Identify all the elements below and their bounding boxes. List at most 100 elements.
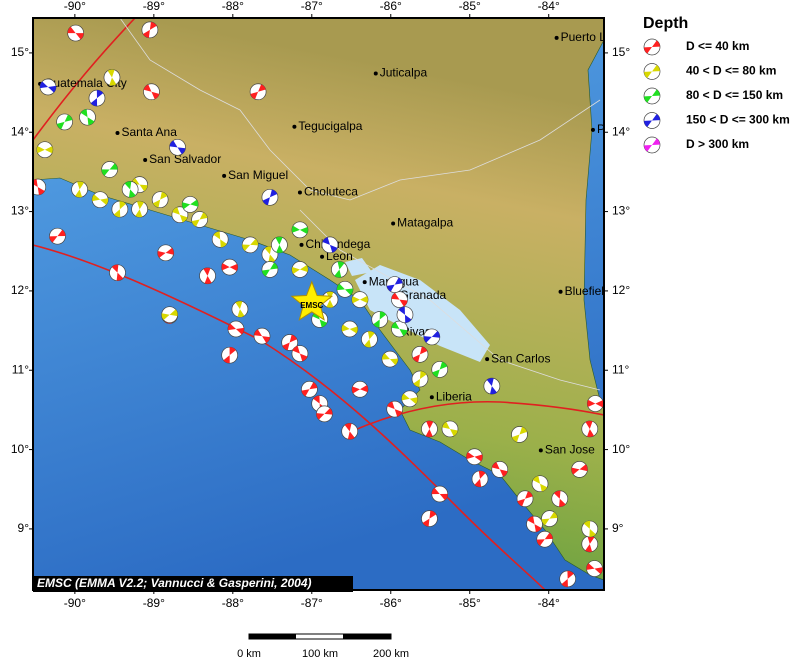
ball-quadrant xyxy=(291,225,308,234)
earthquake xyxy=(571,461,588,478)
lat-tick-label: 15° xyxy=(11,45,29,59)
lat-tick-label: 9° xyxy=(612,521,624,535)
earthquake xyxy=(103,69,121,86)
ball-quadrant xyxy=(92,194,109,205)
earthquake xyxy=(581,535,599,553)
credit-box xyxy=(33,576,353,592)
city-dot xyxy=(143,158,148,163)
lat-tick-label: 12° xyxy=(11,283,29,297)
earthquake xyxy=(231,300,249,318)
ball-quadrant xyxy=(431,487,448,501)
ball-quadrant xyxy=(586,563,603,574)
legend-label: 40 < D <= 80 km xyxy=(686,64,776,78)
ball-quadrant xyxy=(644,114,660,127)
ball-quadrant xyxy=(517,491,533,507)
legend-swatch xyxy=(643,38,661,56)
lon-tick-label: -85° xyxy=(459,0,481,13)
plate-boundary xyxy=(33,18,136,141)
city-dot xyxy=(297,190,302,195)
ball-quadrant xyxy=(423,331,440,343)
earthquake xyxy=(559,570,577,588)
earthquake xyxy=(111,200,129,218)
lon-tick-label: -90° xyxy=(64,0,86,13)
legend-label: 150 < D <= 300 km xyxy=(686,113,790,127)
earthquake xyxy=(321,236,339,254)
earthquake xyxy=(586,560,603,577)
earthquake xyxy=(91,191,109,209)
ball-quadrant xyxy=(587,399,604,408)
earthquake xyxy=(586,395,604,412)
lake-managua xyxy=(345,258,372,276)
earthquake xyxy=(71,181,88,198)
earthquake xyxy=(466,448,483,466)
earthquake xyxy=(291,221,309,239)
ball-quadrant xyxy=(527,516,542,533)
lat-tick-label: 14° xyxy=(612,124,630,138)
earthquake xyxy=(441,420,459,438)
ball-quadrant xyxy=(153,191,168,208)
ball-quadrant xyxy=(644,138,660,152)
earthquake xyxy=(511,426,528,443)
lon-tick-label: -87° xyxy=(301,0,323,13)
ball-quadrant xyxy=(80,109,95,126)
ball-quadrant xyxy=(364,331,375,348)
earthquake xyxy=(411,370,429,388)
earthquake xyxy=(541,510,558,527)
ball-quadrant xyxy=(386,277,403,292)
ball-quadrant xyxy=(442,421,458,437)
lon-tick-label: -85° xyxy=(459,596,481,610)
earthquake xyxy=(386,400,404,418)
earthquake xyxy=(121,181,139,198)
earthquake xyxy=(261,188,279,206)
earthquake xyxy=(361,330,378,348)
earthquake xyxy=(211,230,229,248)
epicenter-label: EMSC xyxy=(300,301,323,310)
ball-quadrant xyxy=(561,570,574,587)
earthquake xyxy=(141,21,159,39)
ball-quadrant xyxy=(264,246,276,263)
ball-quadrant xyxy=(262,189,278,206)
scale-bar-segment xyxy=(343,634,391,639)
earthquake xyxy=(411,346,429,363)
earthquake xyxy=(341,320,359,338)
ball-quadrant xyxy=(316,408,333,420)
earthquake xyxy=(421,420,438,438)
earthquake xyxy=(371,311,389,328)
legend-label: D <= 40 km xyxy=(686,39,749,53)
ball-quadrant xyxy=(491,462,508,477)
ball-quadrant xyxy=(213,231,227,248)
credit: EMSC (EMMA V2.2; Vannucci & Gasperini, 2… xyxy=(37,576,312,590)
lat-tick-label: 10° xyxy=(612,442,630,456)
earthquake xyxy=(336,280,354,298)
ball-quadrant xyxy=(644,40,660,54)
earthquake xyxy=(351,291,369,308)
earthquake xyxy=(291,261,309,278)
city-dot xyxy=(115,131,120,136)
city-label: San Jose xyxy=(545,443,595,457)
ball-quadrant xyxy=(56,114,73,130)
earthquake xyxy=(88,89,106,107)
earthquake xyxy=(56,113,73,131)
ball-quadrant xyxy=(101,163,118,176)
ball-quadrant xyxy=(511,426,528,443)
lat-tick-label: 11° xyxy=(612,362,629,376)
city-dot xyxy=(320,254,325,259)
tick-layer: -90° -90° -89° -89° -88° -88° -87° -87° -86° -86°… xyxy=(11,0,631,610)
ball-quadrant xyxy=(401,393,418,404)
ball-quadrant xyxy=(391,292,408,307)
ball-quadrant xyxy=(532,475,548,492)
city-dot xyxy=(558,289,563,294)
lon-tick-label: -90° xyxy=(64,596,86,610)
scale-label: 0 km xyxy=(237,648,261,658)
ball-quadrant xyxy=(474,470,486,487)
earthquake xyxy=(551,490,569,508)
city-label: Matagalpa xyxy=(397,216,453,230)
ball-quadrant xyxy=(541,511,558,526)
city-label: Santa Ana xyxy=(122,125,178,139)
city-dot xyxy=(485,357,490,362)
ball-quadrant xyxy=(322,237,338,253)
earthquake xyxy=(391,320,408,338)
legend-swatch xyxy=(643,63,661,80)
ball-quadrant xyxy=(391,322,408,336)
